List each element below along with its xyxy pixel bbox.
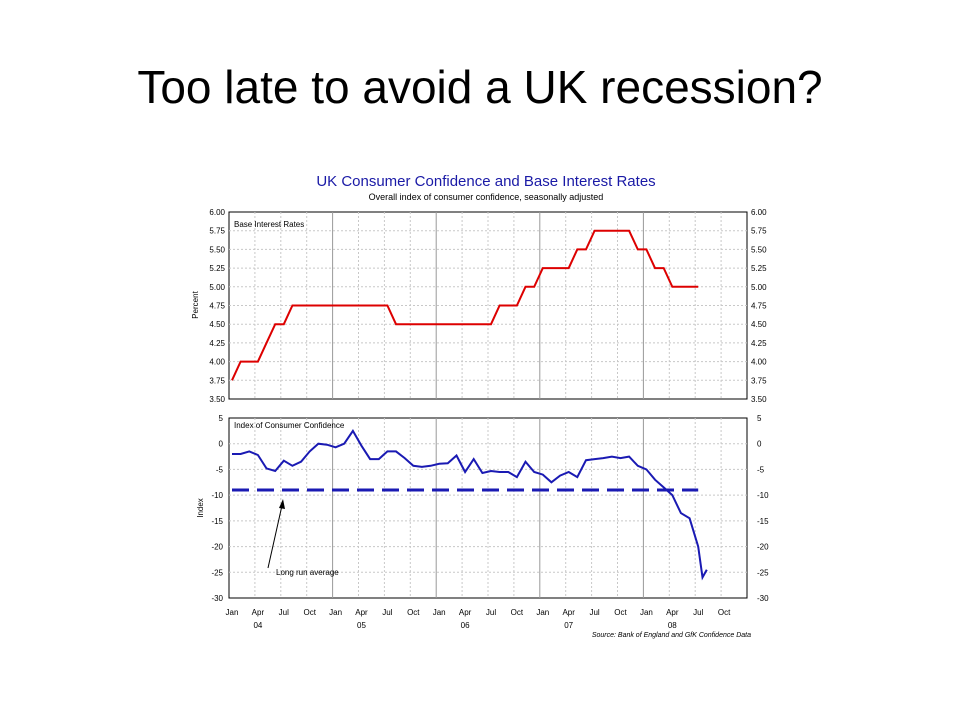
top-left-tick-label: 5.50 [209,245,225,254]
bottom-left-tick-label: -20 [211,543,223,552]
long-run-average-annotation: Long run average [276,568,339,577]
annotation-arrow [267,500,284,569]
bottom-right-tick-label: -30 [757,594,769,603]
bottom-right-tick-label: -25 [757,568,769,577]
top-right-tick-label: 5.75 [751,227,767,236]
x-axis-year-labels: 04 05 06 07 08 [253,621,677,630]
x-month-label: Jul [486,608,496,617]
top-right-tick-label: 5.25 [751,264,767,273]
x-month-label: Oct [511,608,524,617]
bottom-left-tick-label: -10 [211,491,223,500]
x-year-label: 06 [461,621,470,630]
top-left-tick-label: 3.50 [209,395,225,404]
top-right-tick-label: 4.75 [751,302,767,311]
x-year-label: 07 [564,621,573,630]
bottom-left-tick-label: 0 [219,440,224,449]
x-month-label: Jul [589,608,599,617]
x-month-label: Apr [562,608,575,617]
x-month-label: Apr [666,608,679,617]
top-right-tick-label: 5.00 [751,283,767,292]
base-rate-series-line [231,229,699,381]
x-month-label: Jan [433,608,446,617]
bottom-left-tick-label: -15 [211,517,223,526]
x-month-label: Oct [303,608,316,617]
top-left-tick-label: 4.50 [209,320,225,329]
bottom-right-tick-label: 0 [757,440,762,449]
bottom-panel-y-ticks: 5 5 0 0 -5 -5 -10 -10 -15 -15 -20 -20 -25 -25 -30 -30 [211,414,769,603]
top-panel-ylabel: Percent [191,290,200,318]
x-month-label: Apr [252,608,265,617]
x-month-label: Jan [640,608,653,617]
top-left-tick-label: 5.25 [209,264,225,273]
x-year-label: 05 [357,621,366,630]
bottom-right-tick-label: -5 [757,465,765,474]
top-left-tick-label: 5.00 [209,283,225,292]
x-month-label: Oct [718,608,731,617]
x-month-label: Jan [226,608,239,617]
top-panel-label: Base Interest Rates [234,220,304,229]
chart-source: Source: Bank of England and GfK Confiden… [592,632,751,639]
x-year-label: 08 [668,621,677,630]
top-left-tick-label: 4.00 [209,358,225,367]
top-right-tick-label: 4.00 [751,358,767,367]
bottom-panel-ylabel: Index [196,498,205,518]
bottom-left-tick-label: -5 [216,465,224,474]
x-month-label: Apr [355,608,368,617]
x-month-label: Jan [536,608,549,617]
chart-subtitle: Overall index of consumer confidence, se… [369,192,604,202]
top-left-tick-label: 6.00 [209,208,225,217]
bottom-left-tick-label: -30 [211,594,223,603]
consumer-confidence-series-line [232,429,708,581]
x-month-label: Jul [279,608,289,617]
top-panel-y-ticks: 6.00 6.00 5.75 5.75 5.50 5.50 5.25 5.25 5.00 5.00… [209,208,767,404]
chart-title: UK Consumer Confidence and Base Interest… [316,173,655,190]
bottom-right-tick-label: -20 [757,543,769,552]
top-left-tick-label: 3.75 [209,376,225,385]
annotation-arrowhead [279,499,285,509]
bottom-right-tick-label: -10 [757,491,769,500]
slide-title: Too late to avoid a UK recession? [137,61,823,113]
top-left-tick-label: 5.75 [209,227,225,236]
x-month-label: Jul [382,608,392,617]
top-left-tick-label: 4.75 [209,302,225,311]
bottom-panel-label: Index of Consumer Confidence [234,421,345,430]
x-month-label: Apr [459,608,472,617]
bottom-right-tick-label: -15 [757,517,769,526]
x-month-label: Oct [407,608,420,617]
top-right-tick-label: 3.75 [751,376,767,385]
x-month-label: Jul [693,608,703,617]
x-year-label: 04 [253,621,262,630]
bottom-right-tick-label: 5 [757,414,762,423]
x-month-label: Jan [329,608,342,617]
bottom-left-tick-label: -25 [211,568,223,577]
bottom-panel-grid [229,418,747,598]
top-right-tick-label: 5.50 [751,245,767,254]
top-left-tick-label: 4.25 [209,339,225,348]
top-right-tick-label: 4.25 [751,339,767,348]
x-axis-month-labels: Jan Apr Jul Oct Jan Apr Jul Oct Jan Apr Jul Oct Jan A… [226,608,732,617]
x-month-label: Oct [614,608,627,617]
top-right-tick-label: 4.50 [751,320,767,329]
top-right-tick-label: 3.50 [751,395,767,404]
top-right-tick-label: 6.00 [751,208,767,217]
bottom-left-tick-label: 5 [219,414,224,423]
